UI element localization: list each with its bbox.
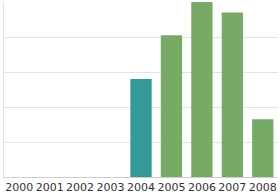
svg-text:2002: 2002 [66,181,94,194]
svg-text:2003: 2003 [97,181,125,194]
svg-text:2004: 2004 [127,181,155,194]
svg-text:2001: 2001 [36,181,64,194]
svg-text:2000: 2000 [5,181,33,194]
svg-text:2006: 2006 [188,181,216,194]
svg-text:2007: 2007 [218,181,246,194]
svg-text:2005: 2005 [157,181,185,194]
svg-text:2008: 2008 [249,181,277,194]
